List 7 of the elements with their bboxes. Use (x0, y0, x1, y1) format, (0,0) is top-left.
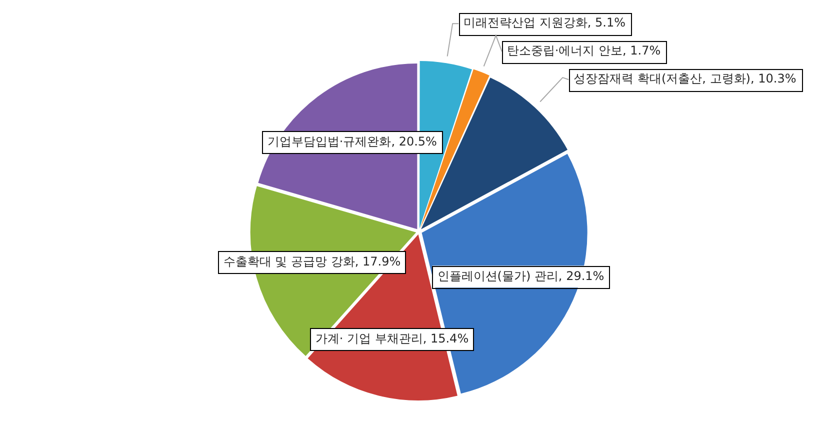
slice-label: 가계· 기업 부채관리, 15.4% (315, 332, 469, 346)
slice-label: 수출확대 및 공급망 강화, 17.9% (223, 254, 401, 268)
slice-label: 기업부담입법·규제완화, 20.5% (267, 134, 437, 149)
slice-label: 탄소중립·에너지 안보, 1.7% (506, 44, 661, 58)
slice-label: 성장잠재력 확대(저출산, 고령화), 10.3% (574, 72, 796, 86)
slice-label: 인플레이션(물가) 관리, 29.1% (437, 268, 604, 283)
slice-label: 미래전략산업 지원강화, 5.1% (464, 16, 626, 30)
